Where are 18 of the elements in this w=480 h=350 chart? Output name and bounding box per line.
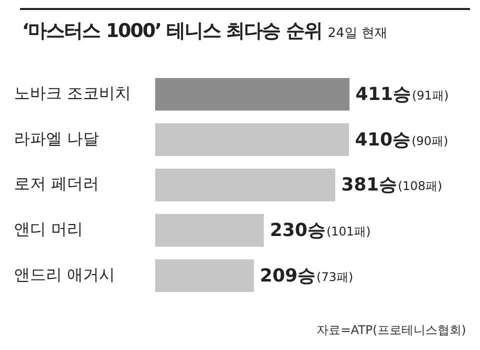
- y-tick-label: 노바크 조코비치: [14, 83, 132, 102]
- y-tick-label: 앤드리 애거시: [14, 264, 116, 284]
- y-tick-label: 라파엘 나달: [14, 128, 100, 148]
- bar: [155, 259, 254, 292]
- data-label: 230승(101패): [270, 220, 371, 242]
- text: 자료=ATP(프로테니스협회): [316, 322, 466, 339]
- bar: [155, 123, 350, 156]
- data-label: 411승(91패): [355, 84, 449, 105]
- bar: [155, 78, 350, 111]
- data-label: 410승(90패): [355, 129, 448, 150]
- bar: [155, 168, 336, 202]
- chart-subtitle: 24일 현재: [328, 26, 388, 41]
- data-label: 381승(108패): [341, 174, 442, 196]
- y-tick-label: 로저 페더러: [14, 174, 100, 194]
- bar: [155, 214, 264, 247]
- y-tick-label: 앤디 머리: [14, 220, 84, 239]
- chart-title: ‘마스터스 1000’ 테니스 최다승 순위: [22, 20, 322, 42]
- data-label: 209승(73패): [260, 265, 354, 286]
